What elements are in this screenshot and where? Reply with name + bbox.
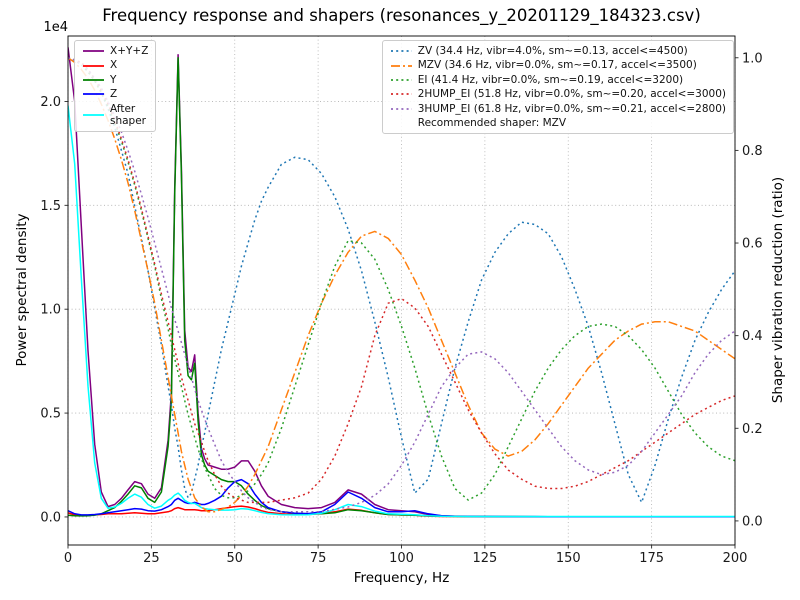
legend-item-label: Y xyxy=(110,73,117,86)
legend-line-sample-icon xyxy=(83,50,104,53)
y-axis-offset-label: 1e4 xyxy=(43,20,68,35)
x-tick-label: 150 xyxy=(556,551,581,566)
x-tick-label: 125 xyxy=(472,551,497,566)
x-tick-label: 0 xyxy=(64,551,72,566)
series-shaper-2hump-ei xyxy=(68,57,735,504)
y-right-tick-label: 0.6 xyxy=(742,237,763,252)
legend-psd: X+Y+Z X Y Z After shaper xyxy=(74,40,157,133)
y-left-tick-label: 1.0 xyxy=(40,303,61,318)
series-after-shaper xyxy=(68,105,735,518)
y-right-tick-label: 0.4 xyxy=(742,329,763,344)
x-axis-label: Frequency, Hz xyxy=(353,570,450,586)
legend-item: Z xyxy=(82,88,148,100)
y-left-tick-label: 2.0 xyxy=(40,95,61,110)
y-left-tick-label: 1.5 xyxy=(40,199,61,214)
series-shaper-mzv xyxy=(68,57,735,513)
y-left-tick-label: 0.0 xyxy=(40,510,61,525)
legend-item: MZV (34.6 Hz, vibr=0.0%, sm~=0.17, accel… xyxy=(390,59,726,71)
legend-item-label: ZV (34.4 Hz, vibr=4.0%, sm~=0.13, accel<… xyxy=(417,45,688,57)
legend-item-label: EI (41.4 Hz, vibr=0.0%, sm~=0.19, accel<… xyxy=(417,73,684,86)
y-axis-label-right: Shaper vibration reduction (ratio) xyxy=(770,176,786,404)
legend-line-sample-icon xyxy=(390,93,412,96)
legend-item: 3HUMP_EI (61.8 Hz, vibr=0.0%, sm~=0.21, … xyxy=(390,103,726,115)
legend-shapers: ZV (34.4 Hz, vibr=4.0%, sm~=0.13, accel<… xyxy=(381,40,734,135)
legend-item: X+Y+Z xyxy=(82,45,148,57)
legend-note: Recommended shaper: MZV xyxy=(417,116,567,129)
legend-item: ZV (34.4 Hz, vibr=4.0%, sm~=0.13, accel<… xyxy=(390,45,726,57)
x-tick-label: 175 xyxy=(639,551,664,566)
legend-item: After shaper xyxy=(82,103,148,128)
legend-item: X xyxy=(82,59,148,71)
x-tick-label: 50 xyxy=(226,551,243,566)
y-right-tick-label: 0.2 xyxy=(742,422,763,437)
x-tick-label: 100 xyxy=(389,551,414,566)
y-right-tick-label: 1.0 xyxy=(742,51,763,66)
legend-item-label: MZV (34.6 Hz, vibr=0.0%, sm~=0.17, accel… xyxy=(417,59,697,72)
legend-item: Y xyxy=(82,74,148,86)
x-tick-label: 75 xyxy=(310,551,327,566)
legend-item-label: X xyxy=(110,59,118,72)
legend-line-sample-icon xyxy=(83,114,104,116)
legend-item-label: Z xyxy=(110,88,118,101)
legend-line-sample-icon xyxy=(390,50,412,53)
legend-item-label: X+Y+Z xyxy=(110,45,149,57)
legend-line-sample-icon xyxy=(83,79,104,81)
legend-line-sample-icon xyxy=(390,64,412,67)
legend-item-label: 3HUMP_EI (61.8 Hz, vibr=0.0%, sm~=0.21, … xyxy=(417,102,726,115)
legend-item-label: 2HUMP_EI (51.8 Hz, vibr=0.0%, sm~=0.20, … xyxy=(417,88,726,101)
legend-item: EI (41.4 Hz, vibr=0.0%, sm~=0.19, accel<… xyxy=(390,74,726,86)
legend-note-row: Recommended shaper: MZV xyxy=(390,117,726,129)
x-tick-label: 25 xyxy=(143,551,160,566)
x-tick-label: 200 xyxy=(723,551,748,566)
legend-item-label: After shaper xyxy=(110,102,147,127)
y-right-tick-label: 0.0 xyxy=(742,514,763,529)
y-right-tick-label: 0.8 xyxy=(742,144,763,159)
legend-line-sample-icon xyxy=(83,64,104,67)
legend-line-sample-icon xyxy=(390,79,412,81)
y-axis-label-left: Power spectral density xyxy=(14,213,30,367)
legend-item: 2HUMP_EI (51.8 Hz, vibr=0.0%, sm~=0.20, … xyxy=(390,88,726,100)
legend-line-sample-icon xyxy=(390,107,412,110)
y-left-tick-label: 0.5 xyxy=(40,407,61,422)
chart-title: Frequency response and shapers (resonanc… xyxy=(102,6,701,25)
legend-line-sample-icon xyxy=(83,93,104,96)
